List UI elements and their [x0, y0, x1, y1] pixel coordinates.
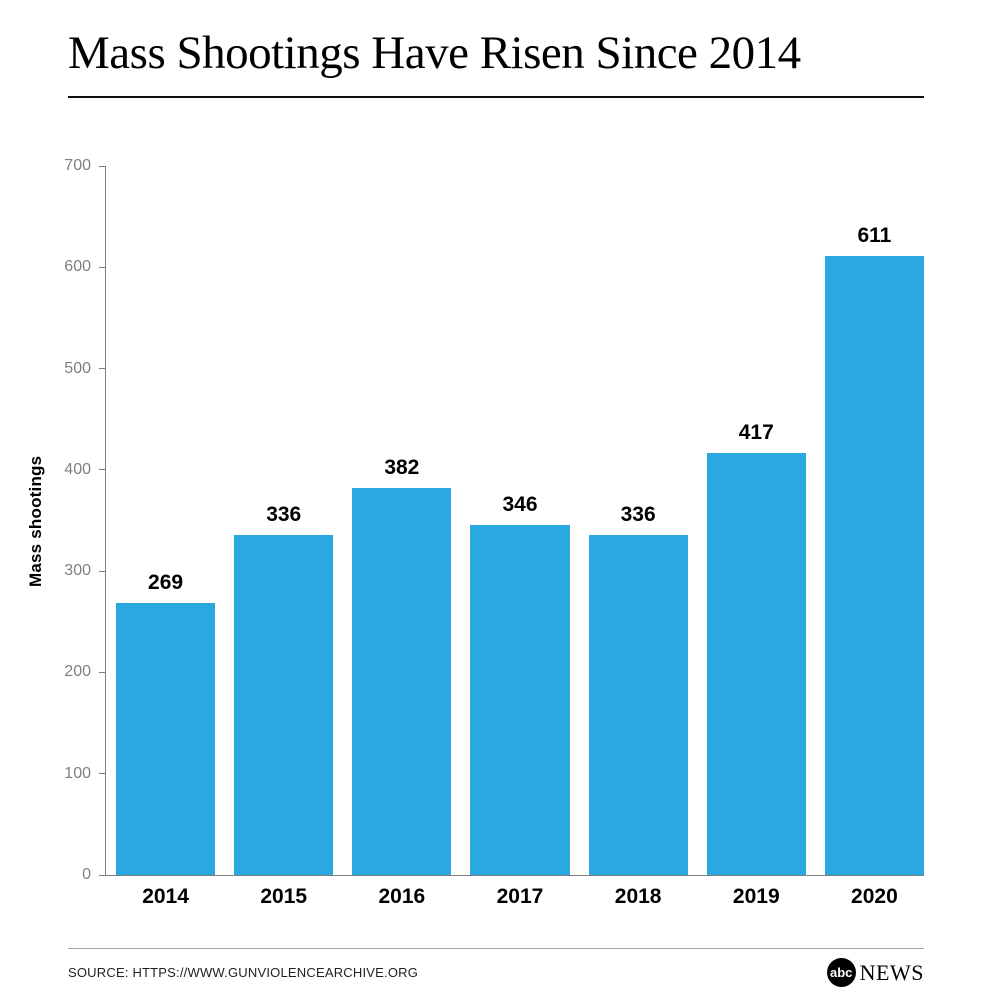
bar-2016	[352, 488, 452, 876]
y-tick-mark	[99, 165, 106, 167]
y-tick-label: 300	[64, 562, 91, 580]
x-axis-label-2018: 2018	[614, 885, 662, 909]
bar-2019	[706, 452, 806, 876]
y-tick-300: 300	[46, 561, 106, 581]
y-tick-100: 100	[46, 764, 106, 784]
bar-column-2016: 382	[352, 166, 452, 876]
bar-2018	[588, 534, 688, 876]
y-tick-mark	[99, 266, 106, 268]
bar-chart: Mass shootings 0 100 200 300 400 500 600 700 26…	[26, 157, 924, 909]
bar-2017	[470, 524, 570, 876]
bar-column-2018: 336	[588, 166, 688, 876]
bar-column-2017: 346	[470, 166, 570, 876]
plot-area: 0 100 200 300 400 500 600 700 269 336 382 346 336 41…	[64, 157, 924, 883]
y-tick-mark	[99, 469, 106, 471]
bar-column-2019: 417	[706, 166, 806, 876]
bar-column-2015: 336	[234, 166, 334, 876]
y-tick-label: 100	[64, 764, 91, 782]
x-axis-label-2016: 2016	[378, 885, 426, 909]
y-tick-mark	[99, 671, 106, 673]
y-tick-label: 700	[64, 157, 91, 175]
source-text: SOURCE: HTTPS://WWW.GUNVIOLENCEARCHIVE.O…	[68, 965, 419, 980]
bar-value-label: 269	[148, 570, 184, 594]
y-tick-mark	[99, 570, 106, 572]
y-tick-mark	[99, 874, 106, 876]
bar-value-label: 382	[384, 456, 420, 480]
y-tick-label: 500	[64, 359, 91, 377]
footer: SOURCE: HTTPS://WWW.GUNVIOLENCEARCHIVE.O…	[68, 948, 924, 987]
bar-2020	[824, 256, 924, 876]
bar-column-2020: 611	[824, 166, 924, 876]
x-axis-label-2014: 2014	[142, 885, 189, 909]
bar-value-label: 336	[620, 502, 656, 526]
news-wordmark: NEWS	[859, 959, 924, 985]
x-axis-label-2017: 2017	[496, 885, 544, 909]
bar-value-label: 611	[857, 224, 892, 248]
y-tick-500: 500	[46, 359, 106, 379]
abc-logo-icon: abc	[826, 958, 856, 987]
y-tick-label: 400	[64, 460, 91, 478]
bar-value-label: 346	[502, 492, 538, 516]
y-tick-600: 600	[46, 257, 106, 277]
abc-news-logo: abc NEWS	[826, 958, 924, 987]
y-tick-label: 0	[82, 866, 91, 884]
x-axis-label-2019: 2019	[732, 885, 780, 909]
y-tick-mark	[99, 368, 106, 370]
y-tick-200: 200	[46, 662, 106, 682]
y-tick-700: 700	[46, 156, 106, 176]
x-axis-labels: 2014 2015 2016 2017 2018 2019 2020	[105, 885, 924, 909]
y-tick-mark	[99, 773, 106, 775]
bar-value-label: 417	[738, 420, 774, 444]
y-axis-label: Mass shootings	[26, 455, 45, 587]
bar-value-label: 336	[266, 502, 302, 526]
y-tick-label: 600	[64, 258, 91, 276]
y-tick-label: 200	[64, 663, 91, 681]
x-axis-label-2015: 2015	[260, 885, 308, 909]
bar-2014	[116, 602, 216, 876]
title-divider	[68, 96, 924, 99]
page-title: Mass Shootings Have Risen Since 2014	[68, 27, 801, 79]
x-axis-label-2020: 2020	[851, 885, 898, 909]
y-tick-0: 0	[46, 865, 106, 885]
bar-2015	[234, 534, 334, 876]
bars-container: 269 336 382 346 336 417 611	[106, 166, 924, 876]
bar-column-2014: 269	[116, 166, 216, 876]
y-tick-400: 400	[46, 460, 106, 480]
